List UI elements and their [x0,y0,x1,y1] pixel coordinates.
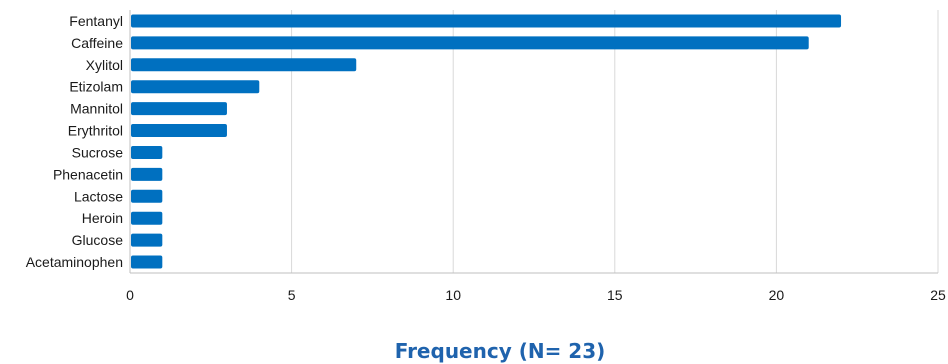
gridlines [129,10,939,273]
axes [129,10,938,274]
bar-caffeine [131,36,809,50]
x-tick-label: 10 [445,287,461,303]
category-label: Caffeine [71,35,123,51]
x-tick-labels: 0 5 10 15 20 25 [126,287,946,303]
bar-xylitol [131,58,357,72]
x-tick-label: 25 [930,287,946,303]
x-tick-label: 0 [126,287,134,303]
category-label: Mannitol [70,101,123,117]
bar-sucrose [131,145,163,159]
bar-erythritol [131,124,227,138]
bar-lactose [131,189,163,203]
category-label: Heroin [82,210,123,226]
x-axis-title: Frequency (N= 23) [395,339,606,363]
x-tick-label: 15 [607,287,623,303]
category-label: Erythritol [68,123,123,139]
category-label: Phenacetin [53,166,123,182]
category-label: Acetaminophen [26,254,123,270]
bar-etizolam [131,80,260,94]
category-label: Sucrose [72,144,124,160]
bars [131,14,842,269]
x-tick-label: 5 [288,287,296,303]
bar-heroin [131,211,163,225]
bar-fentanyl [131,14,842,28]
x-tick-label: 20 [769,287,785,303]
bar-mannitol [131,102,227,116]
category-label: Fentanyl [69,13,123,29]
bar-phenacetin [131,167,163,181]
bar-acetaminophen [131,255,163,269]
category-label: Lactose [74,188,123,204]
category-labels: Fentanyl Caffeine Xylitol Etizolam Mannitol E… [26,13,124,270]
bar-glucose [131,233,163,247]
category-label: Xylitol [86,57,123,73]
category-label: Glucose [72,232,124,248]
category-label: Etizolam [69,79,123,95]
